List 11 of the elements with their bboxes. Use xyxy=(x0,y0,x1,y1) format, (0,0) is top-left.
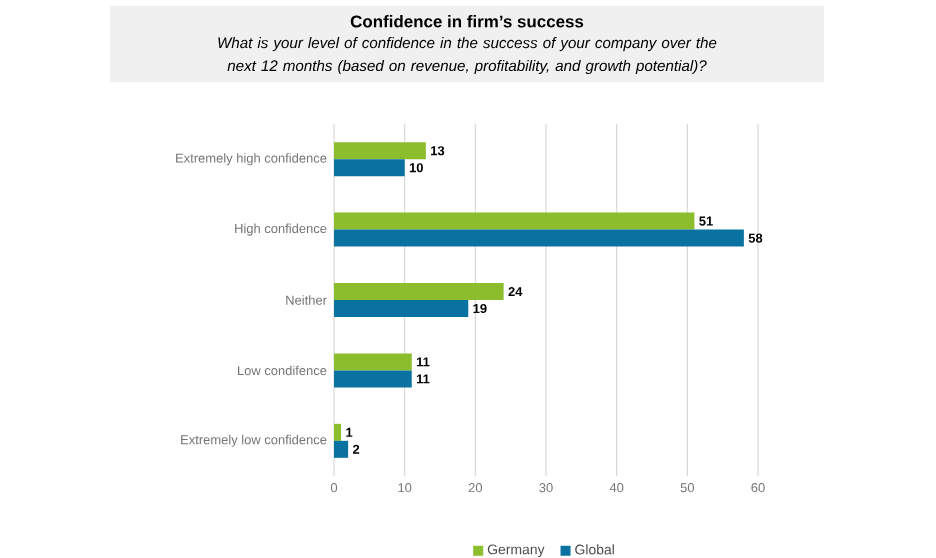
bar xyxy=(334,142,426,160)
chart-title: Confidence in firm’s success xyxy=(350,15,584,28)
bar xyxy=(334,159,405,177)
bar xyxy=(334,229,744,247)
bar xyxy=(334,212,695,230)
bar xyxy=(334,440,349,458)
bar xyxy=(334,300,469,318)
bar xyxy=(334,370,412,388)
bar xyxy=(334,423,342,441)
bar xyxy=(334,353,412,371)
bar xyxy=(334,283,504,301)
